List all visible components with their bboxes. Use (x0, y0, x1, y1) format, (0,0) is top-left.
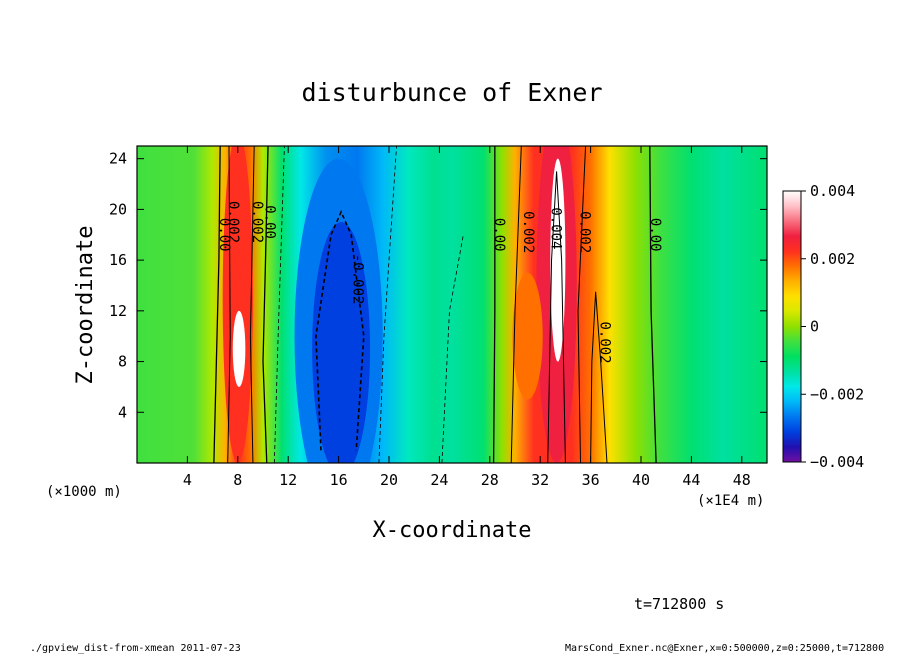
x-tick-label: 48 (733, 471, 751, 489)
x-tick-label: 4 (183, 471, 192, 489)
x-tick-label: 16 (330, 471, 348, 489)
positive-core-left (222, 146, 253, 463)
x-unit-right: (×1E4 m) (697, 493, 764, 509)
contour-line-positive (590, 291, 608, 463)
y-tick-label: 4 (118, 403, 127, 421)
x-tick-label: 44 (682, 471, 700, 489)
y-axis-label: Z-coordinate (73, 226, 98, 385)
contour-label: 0.002 (577, 211, 593, 253)
colorbar-tick-label: −0.004 (810, 453, 864, 471)
contour-label: -0.002 (350, 254, 366, 305)
contour-label: 0.002 (249, 201, 265, 243)
positive-lobe-right (512, 272, 543, 400)
x-tick-label: 32 (531, 471, 549, 489)
contour-line-negative (378, 146, 397, 463)
contour-line-positive (262, 146, 269, 463)
contour-line-positive (249, 146, 255, 463)
x-tick-label: 40 (632, 471, 650, 489)
x-tick-label: 28 (481, 471, 499, 489)
chart-title: disturbunce of Exner (301, 78, 602, 107)
contour-lines (213, 146, 657, 463)
contour-label: 0.004 (548, 207, 564, 249)
contour-line-negative (315, 209, 365, 451)
positive-peak-left (232, 310, 246, 387)
plot-frame (136, 145, 768, 464)
y-tick-label: 20 (109, 200, 127, 218)
time-label: t=712800 s (634, 595, 724, 613)
colorbar-tick-label: 0.002 (810, 250, 855, 268)
colorbar-tick-label: 0.004 (810, 182, 855, 200)
contour-label: 0.00 (491, 218, 507, 252)
colorbar (782, 190, 802, 463)
y-tick-label: 12 (109, 302, 127, 320)
colorbar-ticks: 0.004 0.002 0 −0.002 −0.004 (801, 182, 864, 471)
contour-line-positive (492, 146, 496, 463)
contour-line-positive (510, 146, 522, 463)
field-features (222, 146, 577, 463)
y-tick-label: 24 (109, 150, 127, 168)
contour-line-positive (227, 146, 231, 463)
y-axis: 4 8 12 16 20 24 (109, 150, 767, 421)
contour-line-negative (273, 146, 285, 463)
colorbar-tick-label: −0.002 (810, 385, 864, 403)
contour-line-positive (577, 146, 587, 463)
contour-line-positive (547, 171, 566, 463)
y-tick-label: 8 (118, 353, 127, 371)
x-tick-label: 36 (582, 471, 600, 489)
contour-line-positive (213, 146, 221, 463)
colorbar-tick-label: 0 (810, 318, 819, 336)
contour-label: 0.002 (520, 211, 536, 253)
x-tick-label: 8 (233, 471, 242, 489)
negative-core (312, 222, 371, 463)
contour-label: 0.00 (262, 205, 278, 239)
contour-label: 0.002 (597, 321, 613, 363)
x-unit-left: (×1000 m) (46, 484, 122, 500)
footer-left: ./gpview_dist-from-xmean 2011-07-23 (30, 643, 241, 654)
contour-label: 0.002 (225, 201, 241, 243)
contour-label: 0.00 (647, 218, 663, 252)
x-tick-label: 24 (430, 471, 448, 489)
contour-line-negative (441, 234, 464, 463)
contour-label: 0.00 (216, 218, 232, 252)
x-axis-label: X-coordinate (373, 518, 532, 543)
x-tick-label: 20 (380, 471, 398, 489)
x-tick-label: 12 (279, 471, 297, 489)
footer-right: MarsCond_Exner.nc@Exner,x=0:500000,z=0:2… (565, 643, 884, 654)
contour-line-positive (649, 146, 657, 463)
x-axis: 4 8 12 16 20 24 28 32 36 40 44 48 (183, 146, 751, 489)
y-tick-label: 16 (109, 251, 127, 269)
